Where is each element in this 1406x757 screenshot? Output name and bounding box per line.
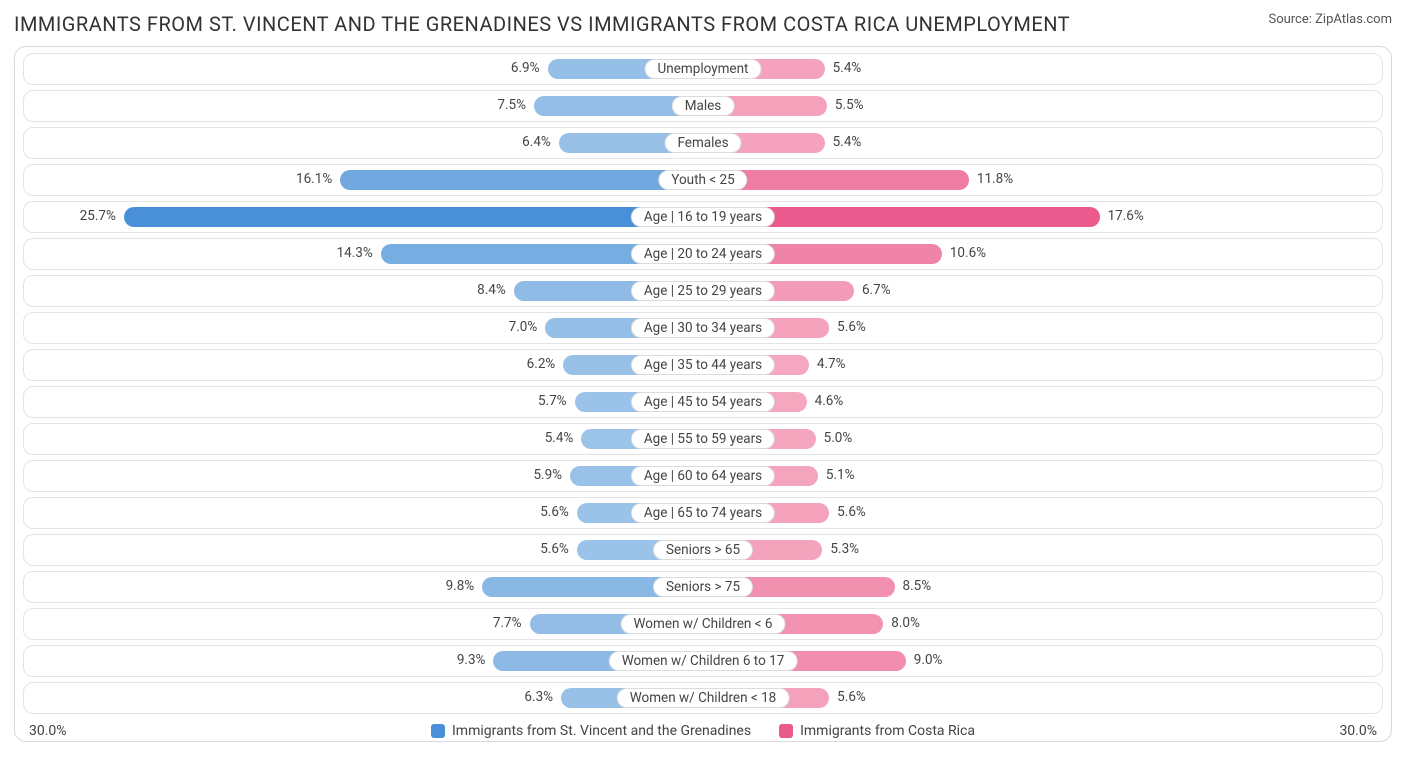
value-label-left: 6.2% xyxy=(527,356,556,372)
value-label-right: 5.3% xyxy=(830,541,859,557)
value-label-right: 4.6% xyxy=(815,393,844,409)
value-label-right: 5.0% xyxy=(824,430,853,446)
value-label-right: 17.6% xyxy=(1108,208,1144,224)
value-label-left: 7.0% xyxy=(509,319,538,335)
value-label-right: 9.0% xyxy=(914,652,943,668)
value-label-left: 6.3% xyxy=(524,689,553,705)
value-label-left: 5.9% xyxy=(533,467,562,483)
value-label-left: 7.5% xyxy=(497,97,526,113)
chart-row: 5.4% 5.0% Age | 55 to 59 years xyxy=(23,423,1383,455)
category-label: Age | 20 to 24 years xyxy=(631,244,775,264)
category-label: Unemployment xyxy=(645,59,762,79)
category-label: Women w/ Children < 6 xyxy=(621,614,786,634)
category-label: Age | 16 to 19 years xyxy=(631,207,775,227)
value-label-left: 14.3% xyxy=(337,245,373,261)
category-label: Age | 65 to 74 years xyxy=(631,503,775,523)
legend-item-left: Immigrants from St. Vincent and the Gren… xyxy=(431,723,751,739)
chart-row: 6.3% 5.6% Women w/ Children < 18 xyxy=(23,682,1383,714)
chart-row: 5.7% 4.6% Age | 45 to 54 years xyxy=(23,386,1383,418)
chart-row: 7.7% 8.0% Women w/ Children < 6 xyxy=(23,608,1383,640)
category-label: Seniors > 75 xyxy=(653,577,753,597)
category-label: Women w/ Children < 18 xyxy=(617,688,790,708)
value-label-right: 5.5% xyxy=(835,97,864,113)
value-label-right: 10.6% xyxy=(950,245,986,261)
value-label-left: 6.9% xyxy=(511,60,540,76)
chart-row: 9.8% 8.5% Seniors > 75 xyxy=(23,571,1383,603)
value-label-left: 5.4% xyxy=(545,430,574,446)
value-label-right: 8.0% xyxy=(891,615,920,631)
chart-row: 6.2% 4.7% Age | 35 to 44 years xyxy=(23,349,1383,381)
value-label-right: 5.4% xyxy=(833,134,862,150)
value-label-left: 8.4% xyxy=(477,282,506,298)
axis-max-right: 30.0% xyxy=(1339,723,1377,739)
value-label-left: 25.7% xyxy=(80,208,116,224)
value-label-left: 7.7% xyxy=(493,615,522,631)
category-label: Age | 25 to 29 years xyxy=(631,281,775,301)
value-label-left: 9.3% xyxy=(457,652,486,668)
category-label: Age | 45 to 54 years xyxy=(631,392,775,412)
chart-row: 8.4% 6.7% Age | 25 to 29 years xyxy=(23,275,1383,307)
chart-row: 6.9% 5.4% Unemployment xyxy=(23,53,1383,85)
value-label-right: 11.8% xyxy=(977,171,1013,187)
chart-row: 6.4% 5.4% Females xyxy=(23,127,1383,159)
category-label: Males xyxy=(672,96,735,116)
category-label: Age | 35 to 44 years xyxy=(631,355,775,375)
chart-row: 5.6% 5.6% Age | 65 to 74 years xyxy=(23,497,1383,529)
bar-left xyxy=(124,207,703,227)
value-label-right: 5.4% xyxy=(833,60,862,76)
chart-row: 5.6% 5.3% Seniors > 65 xyxy=(23,534,1383,566)
legend: Immigrants from St. Vincent and the Gren… xyxy=(431,723,975,739)
chart-row: 25.7% 17.6% Age | 16 to 19 years xyxy=(23,201,1383,233)
value-label-left: 5.6% xyxy=(540,504,569,520)
chart-row: 7.5% 5.5% Males xyxy=(23,90,1383,122)
chart-row: 14.3% 10.6% Age | 20 to 24 years xyxy=(23,238,1383,270)
category-label: Age | 30 to 34 years xyxy=(631,318,775,338)
chart-row: 7.0% 5.6% Age | 30 to 34 years xyxy=(23,312,1383,344)
axis-max-left: 30.0% xyxy=(29,723,67,739)
category-label: Age | 60 to 64 years xyxy=(631,466,775,486)
value-label-left: 16.1% xyxy=(296,171,332,187)
value-label-left: 5.6% xyxy=(540,541,569,557)
category-label: Women w/ Children 6 to 17 xyxy=(609,651,798,671)
value-label-right: 5.1% xyxy=(826,467,855,483)
bar-left xyxy=(340,170,703,190)
legend-item-right: Immigrants from Costa Rica xyxy=(779,723,975,739)
legend-swatch-right xyxy=(779,724,793,738)
chart-row: 9.3% 9.0% Women w/ Children 6 to 17 xyxy=(23,645,1383,677)
value-label-right: 4.7% xyxy=(817,356,846,372)
legend-label-right: Immigrants from Costa Rica xyxy=(800,723,975,739)
category-label: Youth < 25 xyxy=(658,170,747,190)
category-label: Females xyxy=(664,133,741,153)
category-label: Seniors > 65 xyxy=(653,540,753,560)
category-label: Age | 55 to 59 years xyxy=(631,429,775,449)
source-label: Source: ZipAtlas.com xyxy=(1268,12,1392,27)
value-label-left: 9.8% xyxy=(446,578,475,594)
legend-label-left: Immigrants from St. Vincent and the Gren… xyxy=(452,723,751,739)
value-label-left: 5.7% xyxy=(538,393,567,409)
chart-area: 6.9% 5.4% Unemployment 7.5% 5.5% Males 6.4% 5.4… xyxy=(14,46,1392,742)
chart-title: IMMIGRANTS FROM ST. VINCENT AND THE GREN… xyxy=(14,12,1070,36)
value-label-right: 8.5% xyxy=(903,578,932,594)
value-label-right: 5.6% xyxy=(837,319,866,335)
chart-row: 16.1% 11.8% Youth < 25 xyxy=(23,164,1383,196)
value-label-right: 6.7% xyxy=(862,282,891,298)
chart-row: 5.9% 5.1% Age | 60 to 64 years xyxy=(23,460,1383,492)
value-label-right: 5.6% xyxy=(837,504,866,520)
value-label-left: 6.4% xyxy=(522,134,551,150)
value-label-right: 5.6% xyxy=(837,689,866,705)
legend-swatch-left xyxy=(431,724,445,738)
